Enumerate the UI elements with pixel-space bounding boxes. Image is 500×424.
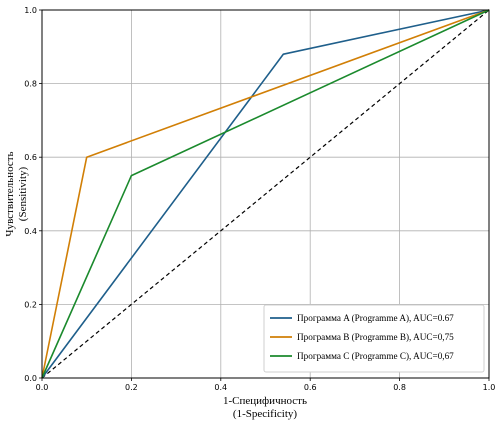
x-tick-label: 0.6 <box>304 383 317 392</box>
grid-lines <box>41 9 490 379</box>
legend-label-c: Программа C (Programme C), AUC=0,67 <box>297 351 454 361</box>
series-line-programme-a <box>41 9 490 379</box>
reference-diagonal-line <box>41 9 490 379</box>
y-axis-label-line2: (Sensitivity) <box>17 166 29 221</box>
y-tick-label: 1.0 <box>24 6 37 15</box>
x-tick-label: 0.2 <box>125 383 138 392</box>
y-tick-label: 0.2 <box>24 300 37 309</box>
series-layer <box>41 9 490 379</box>
legend-box <box>263 304 485 373</box>
x-axis-label-line2: (1-Specificity) <box>233 408 297 420</box>
y-tick-label: 0.0 <box>24 374 37 383</box>
y-tick-label: 0.6 <box>24 153 37 162</box>
y-tick-label: 0.4 <box>24 227 37 236</box>
legend-label-a: Программа A (Programme A), AUC=0.67 <box>297 313 454 323</box>
y-axis-label-line1: Чувствительность <box>4 151 16 236</box>
x-tick-label: 0.0 <box>36 383 49 392</box>
series-line-programme-b <box>41 9 490 379</box>
legend-label-b: Программа B (Programme B), AUC=0,75 <box>297 332 454 342</box>
x-tick-label: 0.4 <box>214 383 227 392</box>
series-line-programme-c <box>41 9 490 379</box>
plot-frame <box>41 9 490 379</box>
y-tick-label: 0.8 <box>24 80 37 89</box>
x-axis-label-line1: 1-Специфичность <box>223 395 307 407</box>
x-tick-label: 0.8 <box>393 383 406 392</box>
x-tick-label: 1.0 <box>483 383 496 392</box>
x-axis-ticks: 0.0 0.2 0.4 0.6 0.8 1.0 <box>36 378 496 392</box>
legend: Программа A (Programme A), AUC=0.67 Прог… <box>263 304 485 373</box>
